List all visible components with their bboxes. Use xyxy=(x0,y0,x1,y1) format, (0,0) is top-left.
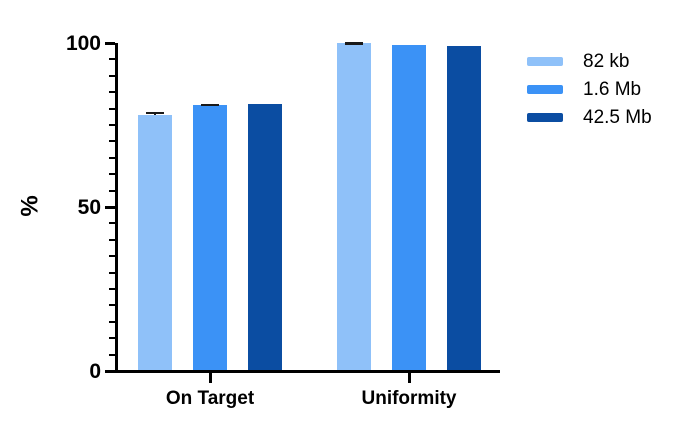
y-axis-minor-tick xyxy=(109,320,115,323)
y-axis-minor-tick xyxy=(109,353,115,356)
legend-swatch xyxy=(527,112,563,122)
error-bar-cap xyxy=(201,103,219,107)
y-axis-minor-tick xyxy=(109,173,115,176)
y-axis-minor-tick xyxy=(109,222,115,225)
legend-label: 42.5 Mb xyxy=(583,106,652,128)
legend-label: 82 kb xyxy=(583,50,630,72)
y-tick-label: 100 xyxy=(65,32,101,55)
y-axis-minor-tick xyxy=(109,288,115,290)
y-axis-minor-tick xyxy=(109,189,115,192)
bar-on-target-1 xyxy=(193,105,227,373)
y-axis-major-tick xyxy=(105,205,115,209)
y-axis-minor-tick xyxy=(109,91,115,94)
legend-item: 1.6 Mb xyxy=(527,75,652,103)
x-category-label: On Target xyxy=(165,388,255,409)
bar-on-target-0 xyxy=(138,115,172,373)
x-axis-line xyxy=(115,370,500,373)
legend-item: 42.5 Mb xyxy=(527,103,652,131)
bar-uniformity-2 xyxy=(447,46,481,373)
y-axis-minor-tick xyxy=(109,58,115,61)
y-axis-minor-tick xyxy=(109,271,115,274)
legend-item: 82 kb xyxy=(527,47,652,75)
x-axis-category-tick xyxy=(407,373,411,383)
error-bar-cap xyxy=(146,111,164,115)
y-axis-minor-tick xyxy=(109,156,115,159)
y-axis-line xyxy=(115,43,118,373)
y-axis-minor-tick xyxy=(109,337,115,340)
bar-uniformity-0 xyxy=(337,43,371,373)
y-axis-major-tick xyxy=(105,41,115,45)
bar-on-target-2 xyxy=(248,103,282,373)
y-axis-minor-tick xyxy=(109,304,115,307)
x-category-label: Uniformity xyxy=(361,388,457,409)
y-tick-label: 50 xyxy=(77,196,101,219)
legend: 82 kb 1.6 Mb 42.5 Mb xyxy=(527,47,652,131)
y-axis-minor-tick xyxy=(109,238,115,241)
y-axis-major-tick xyxy=(105,369,115,373)
bar-uniformity-1 xyxy=(392,44,426,373)
y-axis-minor-tick xyxy=(109,74,115,77)
x-axis-category-tick xyxy=(208,373,212,383)
y-axis-minor-tick xyxy=(109,124,115,126)
y-axis-minor-tick xyxy=(109,140,115,143)
y-axis-minor-tick xyxy=(109,255,115,258)
legend-swatch xyxy=(527,84,563,94)
y-axis-minor-tick xyxy=(109,107,115,110)
y-tick-label: 0 xyxy=(89,360,101,383)
legend-swatch xyxy=(527,56,563,66)
error-bar-cap xyxy=(345,42,363,45)
legend-label: 1.6 Mb xyxy=(583,78,642,100)
